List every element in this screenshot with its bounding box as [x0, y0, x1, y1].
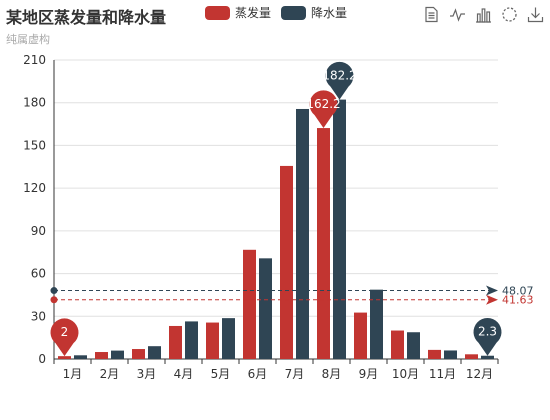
average-label-precipitation: 48.07: [502, 285, 534, 298]
x-tick-label: 1月: [63, 367, 83, 381]
bar-evaporation: [354, 312, 367, 359]
y-tick-label: 120: [23, 181, 46, 195]
toolbox: [423, 6, 544, 23]
legend-swatch-precipitation: [281, 5, 307, 20]
average-line-arrow-precipitation: [486, 285, 498, 296]
bar-precipitation: [111, 350, 124, 359]
bar-evaporation: [243, 249, 256, 359]
y-tick-label: 180: [23, 96, 46, 110]
pin-min-precipitation: [473, 318, 502, 356]
x-tick-label: 6月: [248, 367, 268, 381]
bar-evaporation: [95, 352, 108, 359]
legend-item-precipitation[interactable]: 降水量: [281, 4, 347, 21]
legend: 蒸发量 降水量: [205, 4, 347, 21]
y-tick-label: 30: [31, 309, 46, 323]
bar-precipitation: [407, 332, 420, 359]
bar-evaporation: [280, 165, 293, 359]
bar-precipitation: [74, 355, 87, 359]
x-tick-label: 4月: [174, 367, 194, 381]
bar-precipitation: [481, 355, 494, 359]
data-view-icon[interactable]: [423, 6, 440, 23]
y-tick-label: 60: [31, 267, 46, 281]
x-tick-label: 9月: [359, 367, 379, 381]
bar-evaporation: [169, 325, 182, 359]
x-tick-label: 8月: [322, 367, 342, 381]
pin-min-evaporation-label: 2: [61, 325, 69, 339]
save-image-icon[interactable]: [527, 6, 544, 23]
chart-subtitle: 纯属虚构: [6, 33, 50, 46]
bar-precipitation: [259, 258, 272, 359]
x-tick-label: 5月: [211, 367, 231, 381]
pin-max-precipitation-label: 182.2: [322, 69, 356, 83]
average-line-start-evaporation: [50, 296, 58, 304]
y-tick-label: 150: [23, 138, 46, 152]
chart-title: 某地区蒸发量和降水量: [6, 8, 167, 27]
bar-evaporation: [132, 349, 145, 359]
bar-evaporation: [428, 349, 441, 359]
x-tick-label: 12月: [466, 367, 493, 381]
x-tick-label: 3月: [137, 367, 157, 381]
bar-evaporation: [391, 330, 404, 359]
pin-min-precipitation-label: 2.3: [478, 325, 497, 339]
y-tick-label: 210: [23, 53, 46, 67]
bar-precipitation: [296, 108, 309, 359]
bar-evaporation: [206, 322, 219, 359]
x-tick-label: 2月: [100, 367, 120, 381]
bar-precipitation: [444, 350, 457, 359]
x-tick-label: 11月: [429, 367, 456, 381]
legend-label-precipitation: 降水量: [311, 6, 348, 20]
bar-precipitation: [148, 346, 161, 359]
bar-precipitation: [222, 318, 235, 359]
legend-swatch-evaporation: [205, 5, 230, 20]
average-line-arrow-evaporation: [486, 294, 498, 305]
y-tick-label: 90: [31, 224, 46, 238]
pin-max-evaporation: [309, 90, 338, 129]
bar-evaporation: [317, 128, 330, 359]
bar-precipitation: [333, 99, 346, 359]
x-tick-label: 7月: [285, 367, 305, 381]
pin-min-evaporation: [50, 318, 79, 357]
legend-label-evaporation: 蒸发量: [235, 6, 272, 20]
x-tick-label: 10月: [392, 367, 419, 381]
bar-evaporation: [465, 354, 478, 359]
bar-precipitation: [370, 289, 383, 359]
restore-icon[interactable]: [501, 6, 518, 23]
average-line-start-precipitation: [50, 287, 58, 295]
average-label-evaporation: 41.63: [502, 294, 534, 307]
pin-max-precipitation: [325, 61, 354, 100]
bar-precipitation: [185, 321, 198, 359]
legend-item-evaporation[interactable]: 蒸发量: [205, 4, 271, 21]
bar-chart-icon[interactable]: [475, 6, 492, 23]
pin-max-evaporation-label: 162.2: [306, 97, 340, 111]
bar-evaporation: [58, 356, 71, 359]
y-tick-label: 0: [38, 352, 46, 366]
line-chart-icon[interactable]: [449, 6, 466, 23]
